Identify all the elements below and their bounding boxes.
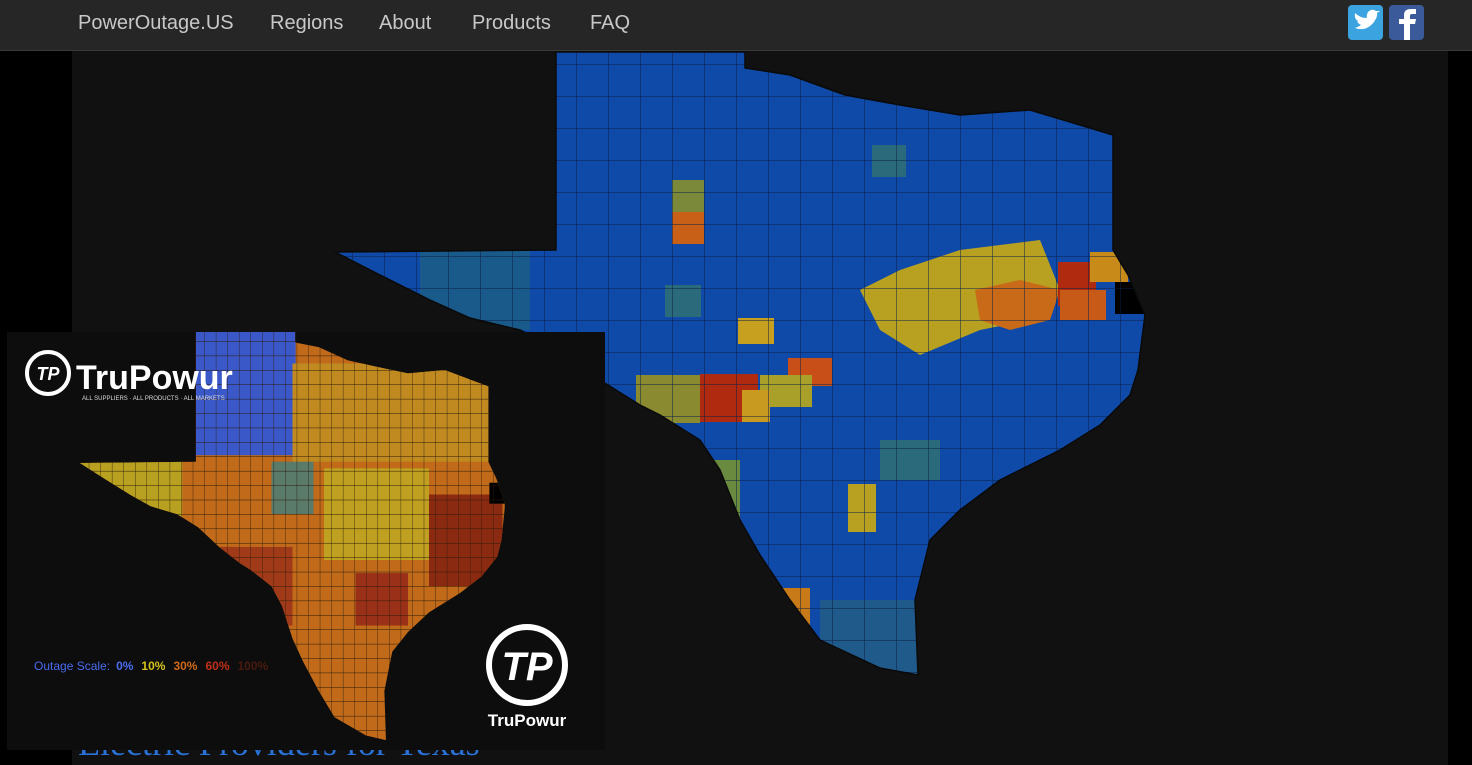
inset: TP TruPowur ALL SUPPLIERS · ALL PRODUCTS… [7, 332, 605, 750]
scale-label: Outage Scale: [34, 659, 110, 673]
svg-text:TP: TP [36, 364, 60, 384]
scale-item: 60% [205, 659, 229, 673]
scale-item: 30% [173, 659, 197, 673]
nav-bar: PowerOutage.US Regions About Products FAQ [0, 0, 1472, 51]
svg-text:TP: TP [501, 645, 552, 689]
badge-text: TruPowur [488, 711, 567, 730]
social-icons [1348, 5, 1424, 40]
brand-link[interactable]: PowerOutage.US [78, 12, 234, 34]
nav-link[interactable]: Regions [270, 12, 344, 34]
scale-legend: 0% 10% 30% 60% 100% [116, 659, 268, 673]
nav-link[interactable]: Products [472, 12, 551, 34]
scale-item: 0% [116, 659, 134, 673]
nav-link[interactable]: About [379, 12, 432, 34]
logo-text: TruPowur [76, 359, 233, 397]
nav-link[interactable]: FAQ [590, 12, 631, 34]
logo-tagline: ALL SUPPLIERS · ALL PRODUCTS · ALL MARKE… [82, 396, 225, 402]
scale-item: 100% [238, 659, 269, 673]
scale-item: 10% [141, 659, 165, 673]
